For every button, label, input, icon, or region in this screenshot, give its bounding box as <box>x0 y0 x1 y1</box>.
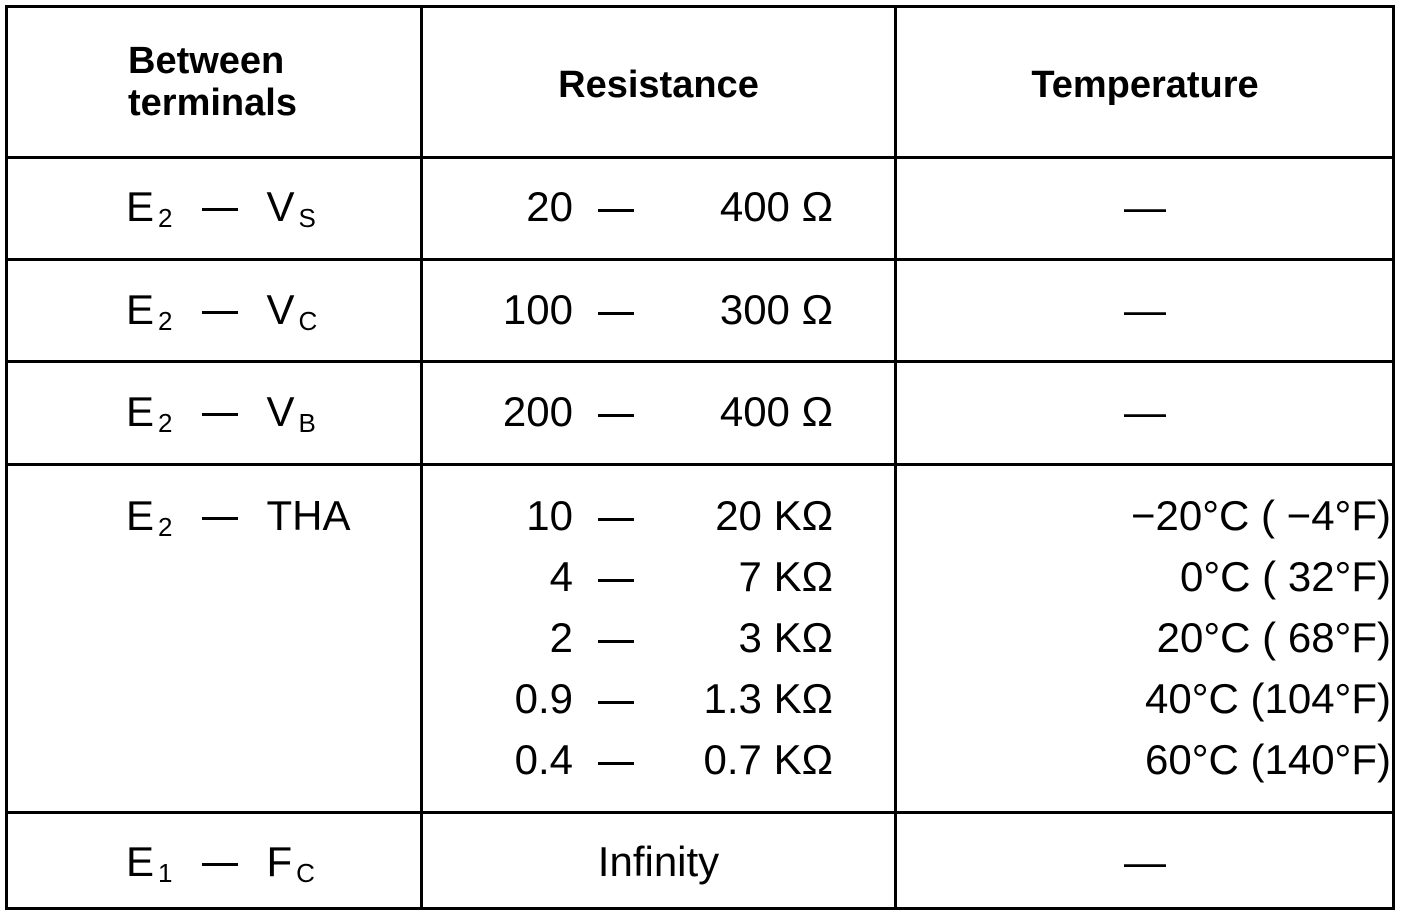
range-dash <box>598 579 634 582</box>
temperature-value: — <box>1124 388 1166 435</box>
resistance-to: 400 Ω <box>719 183 833 230</box>
row-divider <box>8 463 1392 466</box>
resistance-to: 20 KΩ <box>715 492 833 539</box>
temperature-value: — <box>1124 286 1166 333</box>
resistance-from: 200 <box>502 388 573 435</box>
row-divider <box>8 156 1392 159</box>
temperature-value: −20°C ( −4°F) <box>1130 492 1391 539</box>
temperature-value: — <box>1124 838 1166 885</box>
row-divider <box>8 258 1392 261</box>
header-resistance: Resistance <box>558 64 759 106</box>
resistance-table: Between terminals Resistance Temperature… <box>5 5 1395 910</box>
header-between-terminals: Between terminals <box>128 40 297 124</box>
resistance-from: 100 <box>502 286 573 333</box>
temperature-value: — <box>1124 183 1166 230</box>
resistance-value: Infinity <box>597 838 720 885</box>
resistance-from: 20 <box>526 183 573 230</box>
resistance-from: 0.4 <box>514 736 573 783</box>
range-dash <box>598 701 634 704</box>
resistance-to: 400 Ω <box>719 388 833 435</box>
resistance-to: 1.3 KΩ <box>703 675 833 722</box>
temperature-value: 0°C ( 32°F) <box>1180 553 1391 600</box>
row-divider <box>8 360 1392 363</box>
resistance-from: 2 <box>549 614 573 661</box>
terminal-pair: E 2 THA <box>126 492 351 542</box>
row-divider <box>8 811 1392 814</box>
resistance-from: 4 <box>549 553 573 600</box>
column-divider <box>894 8 897 907</box>
range-dash <box>598 640 634 643</box>
header-temperature: Temperature <box>1031 64 1259 106</box>
range-dash <box>598 762 634 765</box>
temperature-value: 60°C (140°F) <box>1144 736 1391 783</box>
resistance-to: 0.7 KΩ <box>703 736 833 783</box>
resistance-to: 7 KΩ <box>738 553 833 600</box>
resistance-from: 0.9 <box>514 675 573 722</box>
range-dash <box>598 414 634 417</box>
column-divider <box>420 8 423 907</box>
range-dash <box>598 209 634 212</box>
range-dash <box>598 312 634 315</box>
resistance-to: 300 Ω <box>719 286 833 333</box>
resistance-from: 10 <box>526 492 573 539</box>
range-dash <box>598 518 634 521</box>
resistance-to: 3 KΩ <box>738 614 833 661</box>
temperature-value: 40°C (104°F) <box>1144 675 1391 722</box>
temperature-value: 20°C ( 68°F) <box>1156 614 1391 661</box>
